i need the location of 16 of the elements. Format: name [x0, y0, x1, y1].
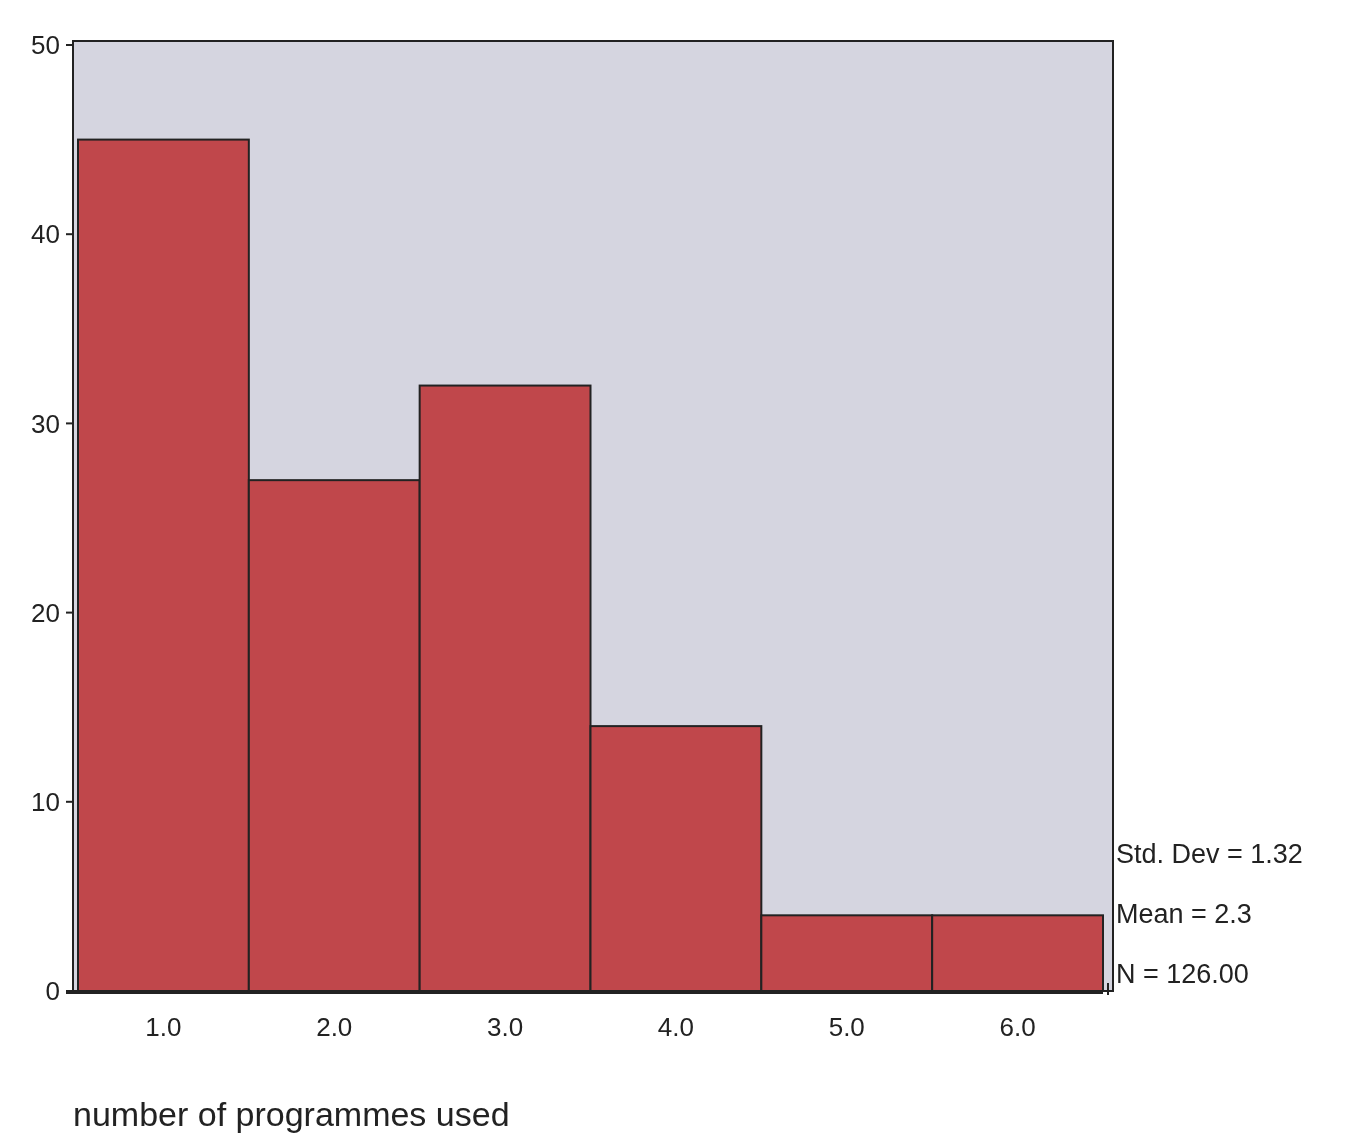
text: Mean = 2.3: [1116, 899, 1252, 929]
text: N = 126.00: [1116, 959, 1249, 989]
y-tick-label: 50: [31, 30, 60, 61]
y-tick-label: 10: [31, 786, 60, 817]
x-tick-label: 5.0: [828, 1012, 865, 1042]
x-tick-label: 1.0: [145, 1012, 182, 1042]
x-tick-label: 4.0: [657, 1012, 694, 1042]
text: Std. Dev = 1.32: [1116, 839, 1303, 869]
x-tick-label: 6.0: [999, 1012, 1036, 1042]
x-axis-title: number of programmes used: [73, 1095, 510, 1133]
y-tick-label: 20: [31, 597, 60, 628]
x-tick-label: 3.0: [487, 1012, 524, 1042]
y-tick-label: 30: [31, 408, 60, 439]
x-tick-label: 2.0: [316, 1012, 353, 1042]
y-tick-label: 40: [31, 219, 60, 250]
y-tick-label: 0: [45, 976, 60, 1007]
